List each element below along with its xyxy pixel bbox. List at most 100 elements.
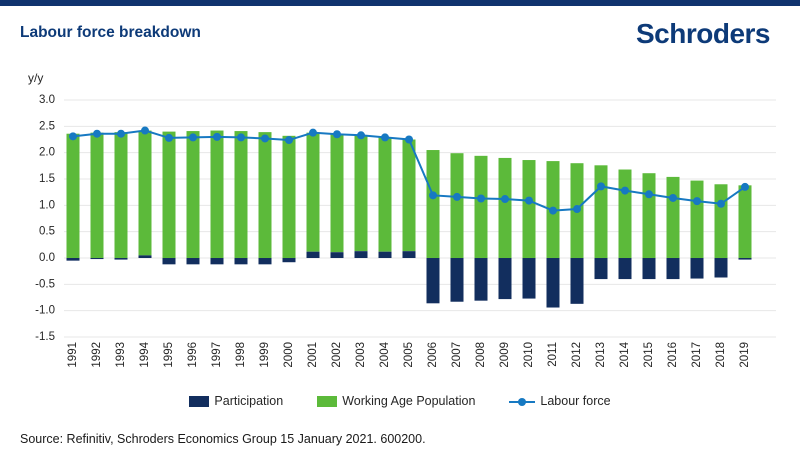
wap-bar (498, 157, 512, 259)
participation-bar (354, 251, 368, 259)
wap-bar (354, 135, 368, 252)
labour-force-point (141, 126, 149, 135)
chart-legend: Participation Working Age Population Lab… (0, 394, 800, 408)
participation-bar (690, 258, 704, 279)
labour-force-point (93, 129, 101, 138)
y-tick-label: 0.5 (39, 226, 55, 238)
wap-bar (666, 176, 680, 259)
participation-bar (714, 258, 728, 278)
participation-bar (402, 251, 416, 259)
labour-force-point (357, 131, 365, 140)
y-tick-label: -0.5 (35, 278, 55, 290)
participation-bar (642, 258, 656, 280)
wap-bar (522, 160, 536, 259)
participation-bar (306, 251, 320, 259)
participation-bar (138, 255, 152, 259)
participation-bar (210, 258, 224, 265)
labour-force-point (693, 197, 701, 206)
participation-bar (570, 258, 584, 304)
wap-bar (114, 132, 128, 259)
x-tick-label: 2003 (355, 342, 367, 368)
labour-force-point (741, 182, 749, 191)
participation-bar (66, 258, 80, 261)
wap-bar (642, 173, 656, 259)
y-tick-label: 1.0 (39, 199, 55, 211)
labour-force-point (213, 132, 221, 141)
labour-force-point (525, 196, 533, 205)
participation-bar (522, 258, 536, 299)
wap-bar (594, 165, 608, 259)
source-note: Source: Refinitiv, Schroders Economics G… (20, 432, 426, 446)
labour-force-point (477, 194, 485, 203)
x-tick-label: 2000 (283, 342, 295, 368)
legend-item-participation: Participation (189, 394, 283, 408)
y-axis-label: y/y (28, 71, 44, 85)
x-tick-label: 2017 (691, 342, 703, 368)
labour-force-point (69, 132, 77, 141)
wap-bar (714, 184, 728, 259)
legend-label-labour-force: Labour force (540, 394, 611, 408)
participation-bar (90, 258, 104, 260)
participation-bar (474, 258, 488, 301)
x-tick-label: 2007 (451, 342, 463, 368)
y-tick-label: -1.0 (35, 305, 55, 317)
x-tick-label: 1991 (67, 342, 79, 368)
participation-bar (738, 258, 752, 260)
wap-bar (378, 137, 392, 252)
wap-bar (330, 134, 344, 253)
legend-label-wap: Working Age Population (342, 394, 476, 408)
x-tick-label: 1994 (139, 341, 151, 367)
chart-area: 3.0 2.5 2.0 1.5 1.0 0.5 0.0 -0.5 -1.0 -1.5 1991 199… (0, 85, 800, 385)
participation-bar (378, 251, 392, 259)
labour-force-point (117, 129, 125, 138)
legend-item-labour-force: Labour force (509, 394, 611, 408)
y-tick-label: 2.0 (39, 147, 55, 159)
labour-force-point (621, 186, 629, 195)
wap-bar (690, 180, 704, 259)
labour-force-point (261, 134, 269, 143)
labour-force-point (333, 130, 341, 139)
wap-bar (306, 132, 320, 252)
participation-bar (666, 258, 680, 280)
labour-force-point (453, 192, 461, 201)
legend-label-participation: Participation (214, 394, 284, 408)
participation-bar (498, 258, 512, 300)
x-tick-label: 1997 (211, 342, 223, 368)
wap-bar (474, 155, 488, 259)
participation-bar (162, 258, 176, 265)
wap-bar (162, 131, 176, 259)
y-tick-label: 2.5 (39, 120, 55, 132)
labour-force-line-marker (509, 396, 536, 407)
participation-bar (426, 258, 440, 304)
participation-swatch (189, 395, 210, 407)
x-tick-label: 2010 (523, 342, 535, 368)
labour-force-point (717, 199, 725, 208)
x-tick-label: 2004 (379, 341, 391, 367)
participation-bar (546, 258, 560, 308)
x-tick-label: 2005 (403, 342, 415, 368)
working-age-population-swatch (317, 395, 338, 407)
x-tick-label: 2009 (499, 342, 511, 368)
x-tick-label: 1999 (259, 342, 271, 368)
wap-bar (450, 153, 464, 259)
wap-bar (186, 131, 200, 259)
y-tick-label: 3.0 (39, 94, 55, 106)
x-tick-label: 2001 (307, 342, 319, 368)
wap-bar (210, 130, 224, 259)
x-tick-label: 1995 (163, 342, 175, 368)
x-tick-label: 2016 (667, 342, 679, 368)
y-tick-label: 0.0 (39, 252, 55, 264)
x-tick-label: 1992 (91, 342, 103, 368)
participation-bar (114, 258, 128, 260)
labour-force-point (597, 182, 605, 191)
x-tick-label: 2011 (547, 342, 559, 367)
participation-bar (450, 258, 464, 302)
y-tick-label: 1.5 (39, 173, 55, 185)
x-tick-label: 2013 (595, 342, 607, 368)
labour-force-point (237, 133, 245, 142)
wap-bar (138, 130, 152, 256)
labour-force-point (309, 128, 317, 137)
wap-bar (402, 139, 416, 252)
participation-bar (282, 258, 296, 263)
labour-force-point (549, 206, 557, 215)
